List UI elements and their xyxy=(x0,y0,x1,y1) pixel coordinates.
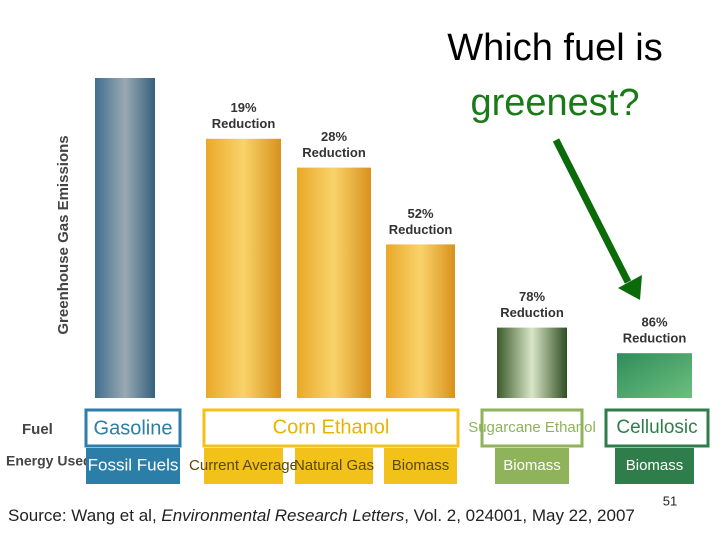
row-label-energy: Energy Used xyxy=(6,453,92,469)
source-suffix: , Vol. 2, 024001, May 22, 2007 xyxy=(404,506,635,525)
value-suffix: Reduction xyxy=(302,145,366,160)
bar xyxy=(206,138,281,399)
value-suffix: Reduction xyxy=(500,305,564,320)
value-label: 86% xyxy=(641,315,667,330)
baseline-bar xyxy=(95,78,155,398)
value-label: 28% xyxy=(321,129,347,144)
energy-box xyxy=(204,448,283,484)
value-label: 78% xyxy=(519,289,545,304)
fuel-box xyxy=(480,408,584,448)
source: Source: Wang et al, Environmental Resear… xyxy=(8,506,635,525)
fuel-label: Cellulosic xyxy=(616,417,697,438)
energy-label: Fossil Fuels xyxy=(88,455,179,474)
bar xyxy=(297,167,371,398)
x-tick-label: Biomass xyxy=(626,457,684,474)
title-line-1: Which fuel is xyxy=(447,27,662,69)
arrow-head xyxy=(618,275,642,300)
energy-box xyxy=(86,448,180,484)
x-tick-label: Biomass xyxy=(503,457,561,474)
value-suffix: Reduction xyxy=(623,331,687,346)
page-number: 51 xyxy=(663,493,677,508)
y-axis-label: Greenhouse Gas Emissions xyxy=(55,135,72,334)
source-prefix: Source: Wang et al, xyxy=(8,506,161,525)
energy-box xyxy=(384,448,457,484)
bar xyxy=(386,244,455,398)
row-label-fuel: Fuel xyxy=(22,421,53,438)
value-label: 52% xyxy=(407,206,433,221)
x-tick-label: Natural Gas xyxy=(294,457,374,474)
x-tick-label: Biomass xyxy=(392,457,450,474)
energy-box xyxy=(615,448,694,484)
fuel-box xyxy=(604,408,710,448)
x-tick-label: Current Average xyxy=(189,457,298,474)
title-line-2: greenest? xyxy=(470,82,639,124)
bar xyxy=(617,353,692,398)
source-journal: Environmental Research Letters xyxy=(161,506,404,525)
arrow xyxy=(552,138,632,284)
fuel-label: Sugarcane Ethanol xyxy=(468,419,596,436)
fuel-box xyxy=(202,408,460,448)
value-label: 19% xyxy=(230,100,256,115)
value-suffix: Reduction xyxy=(389,222,453,237)
fuel-label: Corn Ethanol xyxy=(273,416,390,438)
energy-box xyxy=(295,448,373,484)
bar xyxy=(497,327,567,398)
fuel-box xyxy=(84,408,182,448)
value-suffix: Reduction xyxy=(212,116,276,131)
energy-box xyxy=(495,448,569,484)
fuel-label: Gasoline xyxy=(94,417,173,439)
